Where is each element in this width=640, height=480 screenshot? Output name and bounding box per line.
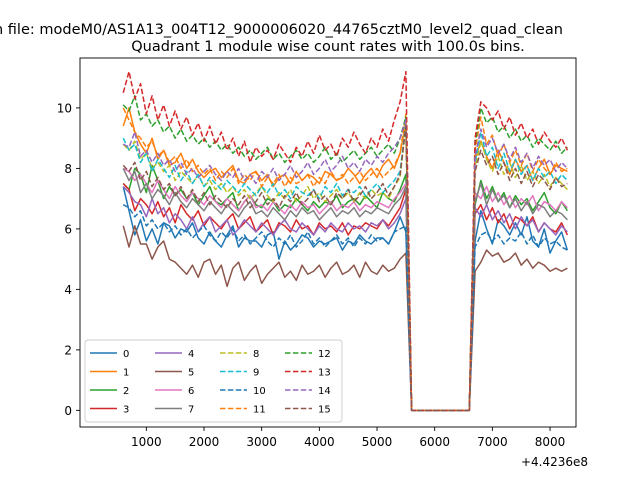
legend-label: 12: [318, 349, 331, 360]
series-layer: [122, 70, 569, 412]
legend-label: 3: [123, 405, 129, 416]
legend-label: 8: [253, 349, 259, 360]
y-tick-label: 0: [64, 404, 72, 418]
series-line-3: [122, 183, 569, 412]
y-tick-label: 2: [64, 343, 72, 357]
y-tick-label: 6: [64, 222, 72, 236]
legend-label: 2: [123, 386, 129, 397]
x-tick-label: 5000: [362, 435, 393, 449]
y-axis: 0 2 4 6 8 10: [57, 101, 80, 418]
series-line-7: [122, 168, 568, 412]
legend-label: 9: [253, 368, 259, 379]
legend-label: 1: [123, 368, 129, 379]
x-offset-label: +4.4236e8: [521, 455, 588, 469]
legend-label: 10: [253, 386, 266, 397]
series-line-5: [122, 225, 568, 412]
y-tick-label: 8: [64, 162, 72, 176]
series-line-15: [122, 125, 568, 412]
legend-label: 6: [188, 386, 194, 397]
x-tick-label: 1000: [131, 435, 162, 449]
legend-box: [84, 339, 343, 423]
series-line-11: [122, 107, 568, 412]
series-line-14: [122, 119, 568, 412]
series-line-9: [122, 122, 568, 412]
series-line-4: [122, 186, 568, 412]
y-tick-label: 10: [57, 101, 72, 115]
series-line-10: [122, 204, 568, 412]
legend-label: 15: [318, 405, 331, 416]
x-tick-label: 6000: [419, 435, 450, 449]
figure-suptitle: n file: modeM0/AS1A13_004T12_9000006020_…: [0, 22, 563, 38]
x-tick-label: 2000: [189, 435, 220, 449]
series-line-1: [122, 107, 568, 412]
legend-label: 4: [188, 349, 194, 360]
series-line-6: [122, 167, 568, 412]
plot-frame: [79, 57, 577, 428]
legend-label: 5: [188, 368, 194, 379]
legend-label: 0: [123, 349, 129, 360]
x-axis: 1000 2000 3000 4000 5000 6000 7000 8000: [131, 427, 565, 449]
legend-label: 7: [188, 405, 194, 416]
chart-title: Quadrant 1 module wise count rates with …: [131, 39, 525, 55]
x-tick-label: 4000: [304, 435, 335, 449]
x-tick-label: 7000: [477, 435, 508, 449]
x-tick-label: 8000: [535, 435, 566, 449]
legend-label: 11: [253, 405, 266, 416]
x-tick-label: 3000: [246, 435, 277, 449]
legend-label: 14: [318, 386, 331, 397]
y-tick-label: 4: [64, 283, 72, 297]
legend-label: 13: [318, 368, 331, 379]
series-line-13: [122, 70, 569, 412]
